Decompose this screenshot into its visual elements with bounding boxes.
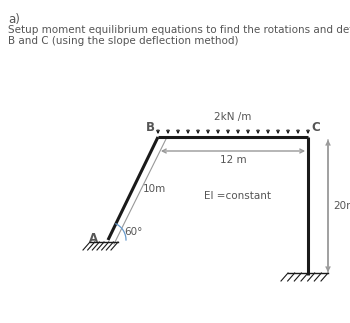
Text: 12 m: 12 m bbox=[220, 155, 246, 165]
Text: Setup moment equilibrium equations to find the rotations and deflections at: Setup moment equilibrium equations to fi… bbox=[8, 25, 350, 35]
Text: a): a) bbox=[8, 13, 20, 26]
Text: 20m: 20m bbox=[333, 201, 350, 211]
Text: 2kN /m: 2kN /m bbox=[214, 112, 252, 122]
Text: C: C bbox=[311, 121, 320, 134]
Text: A: A bbox=[89, 232, 98, 245]
Text: EI =constant: EI =constant bbox=[204, 191, 272, 201]
Text: 10m: 10m bbox=[143, 183, 166, 193]
Text: B and C (using the slope deflection method): B and C (using the slope deflection meth… bbox=[8, 36, 238, 46]
Text: 60°: 60° bbox=[124, 227, 142, 237]
Text: B: B bbox=[146, 121, 155, 134]
